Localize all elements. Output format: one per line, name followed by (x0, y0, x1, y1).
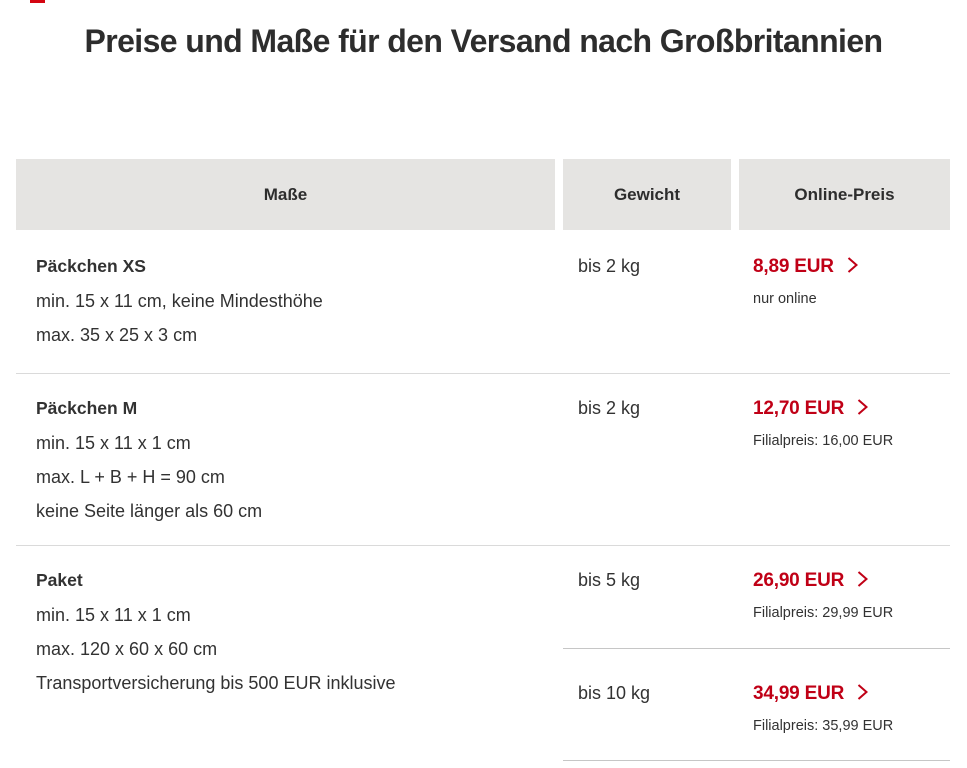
product-name: Paket (36, 570, 83, 590)
product-detail: Transportversicherung bis 500 EUR inklus… (36, 673, 396, 693)
product-detail: min. 15 x 11 x 1 cm (36, 605, 191, 625)
price-note: nur online (753, 291, 817, 307)
chevron-right-icon (857, 398, 869, 420)
top-accent-dash (30, 0, 45, 3)
weight-price-options: bis 5 kg 26,90 EUR Filialpreis: 29,99 EU… (563, 546, 950, 761)
table-row-paeckchen-m: Päckchen M min. 15 x 11 x 1 cm max. L + … (16, 374, 950, 546)
product-details-cell: Paket min. 15 x 11 x 1 cm max. 120 x 60 … (16, 546, 555, 761)
price-amount: 12,70 EUR (753, 398, 845, 419)
option-bis-10kg: bis 10 kg 34,99 EUR Filialpreis: 35,99 E… (563, 649, 950, 761)
page-title: Preise und Maße für den Versand nach Gro… (84, 23, 883, 59)
price-cell: 26,90 EUR Filialpreis: 29,99 EUR (739, 570, 950, 622)
weight-cell: bis 5 kg (578, 570, 641, 590)
product-detail: max. 120 x 60 x 60 cm (36, 639, 218, 659)
weight-cell: bis 10 kg (578, 683, 651, 703)
price-amount: 8,89 EUR (753, 256, 834, 277)
weight-cell: bis 2 kg (578, 398, 641, 418)
table-row-paket: Paket min. 15 x 11 x 1 cm max. 120 x 60 … (16, 546, 950, 761)
product-detail: max. L + B + H = 90 cm (36, 467, 225, 487)
price-amount: 26,90 EUR (753, 570, 845, 591)
product-name: Päckchen M (36, 398, 138, 418)
column-header-masse: Maße (16, 159, 555, 230)
price-note: Filialpreis: 29,99 EUR (753, 605, 894, 621)
price-link[interactable]: 34,99 EUR (753, 683, 950, 705)
price-note: Filialpreis: 35,99 EUR (753, 718, 894, 734)
price-link[interactable]: 12,70 EUR (753, 398, 950, 420)
product-details-cell: Päckchen XS min. 15 x 11 cm, keine Minde… (16, 256, 555, 352)
weight-cell: bis 2 kg (578, 256, 641, 276)
product-detail: min. 15 x 11 cm, keine Mindesthöhe (36, 291, 323, 311)
product-detail: max. 35 x 25 x 3 cm (36, 325, 198, 345)
option-bis-5kg: bis 5 kg 26,90 EUR Filialpreis: 29,99 EU… (563, 546, 950, 649)
price-cell: 8,89 EUR nur online (739, 256, 950, 352)
table-row-paeckchen-xs: Päckchen XS min. 15 x 11 cm, keine Minde… (16, 230, 950, 374)
shipping-price-table: Maße Gewicht Online-Preis Päckchen XS mi… (16, 159, 950, 761)
product-detail: min. 15 x 11 x 1 cm (36, 433, 191, 453)
price-note: Filialpreis: 16,00 EUR (753, 433, 894, 449)
chevron-right-icon (857, 683, 869, 705)
column-header-gewicht: Gewicht (563, 159, 731, 230)
chevron-right-icon (857, 570, 869, 592)
table-header-row: Maße Gewicht Online-Preis (16, 159, 950, 230)
price-cell: 34,99 EUR Filialpreis: 35,99 EUR (739, 683, 950, 735)
product-details-cell: Päckchen M min. 15 x 11 x 1 cm max. L + … (16, 398, 555, 528)
price-amount: 34,99 EUR (753, 683, 845, 704)
product-name: Päckchen XS (36, 256, 146, 276)
column-header-online-preis: Online-Preis (739, 159, 950, 230)
price-link[interactable]: 26,90 EUR (753, 570, 950, 592)
price-cell: 12,70 EUR Filialpreis: 16,00 EUR (739, 398, 950, 528)
chevron-right-icon (847, 256, 858, 278)
product-detail: keine Seite länger als 60 cm (36, 501, 263, 521)
price-link[interactable]: 8,89 EUR (753, 256, 950, 278)
